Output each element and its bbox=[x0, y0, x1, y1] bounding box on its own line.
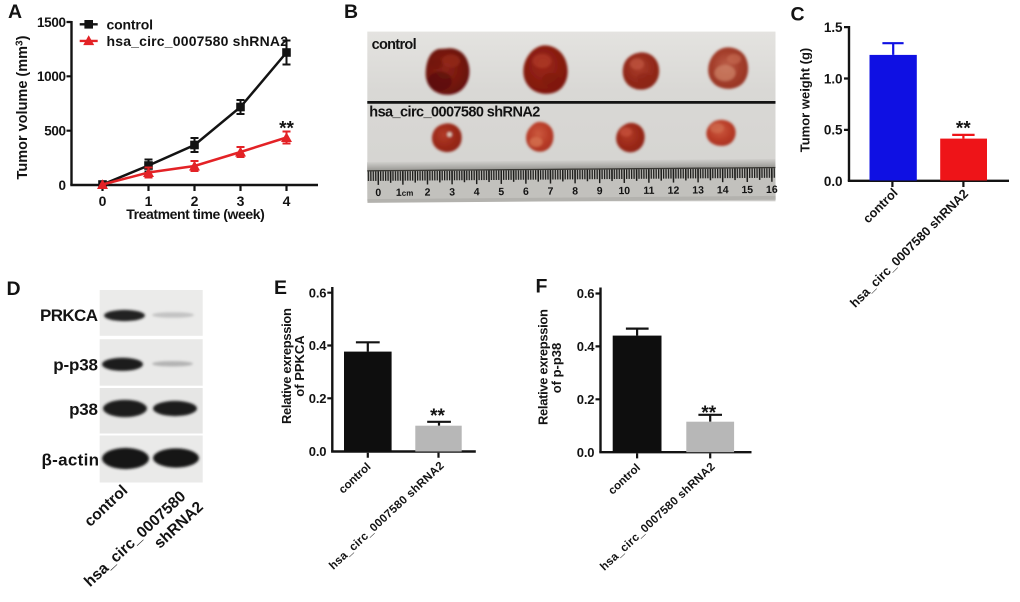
svg-text:15: 15 bbox=[741, 184, 753, 196]
svg-text:1.0: 1.0 bbox=[824, 71, 843, 86]
svg-text:E: E bbox=[274, 277, 287, 299]
svg-text:0: 0 bbox=[99, 193, 107, 209]
svg-text:hsa_circ_0007580 shRNA2: hsa_circ_0007580 shRNA2 bbox=[327, 460, 446, 572]
svg-text:F: F bbox=[536, 276, 548, 298]
svg-text:hsa_circ_0007580 shRNA2: hsa_circ_0007580 shRNA2 bbox=[369, 105, 540, 121]
svg-text:hsa_circ_0007580 shRNA2: hsa_circ_0007580 shRNA2 bbox=[847, 187, 971, 311]
svg-text:6: 6 bbox=[523, 186, 529, 198]
svg-text:1500: 1500 bbox=[37, 15, 66, 30]
svg-text:0.4: 0.4 bbox=[309, 338, 327, 353]
svg-text:**: ** bbox=[430, 406, 445, 427]
svg-text:control: control bbox=[860, 186, 900, 226]
svg-text:Tumor weight (g): Tumor weight (g) bbox=[798, 48, 813, 152]
svg-text:0.6: 0.6 bbox=[577, 286, 595, 301]
svg-text:Treatment time (week): Treatment time (week) bbox=[126, 206, 265, 222]
svg-text:control: control bbox=[81, 482, 131, 530]
svg-text:β-actin: β-actin bbox=[42, 451, 100, 470]
svg-text:Relative exrepssion: Relative exrepssion bbox=[536, 309, 551, 425]
svg-text:0.6: 0.6 bbox=[309, 285, 327, 300]
svg-text:1: 1 bbox=[145, 193, 153, 209]
svg-text:**: ** bbox=[956, 119, 971, 140]
svg-text:3: 3 bbox=[237, 193, 245, 209]
svg-text:3: 3 bbox=[449, 186, 455, 198]
svg-text:PRKCA: PRKCA bbox=[40, 306, 98, 325]
svg-text:13: 13 bbox=[692, 184, 704, 196]
svg-text:0.4: 0.4 bbox=[577, 339, 595, 354]
svg-text:11: 11 bbox=[643, 185, 654, 197]
svg-text:D: D bbox=[7, 278, 21, 300]
svg-text:1cm: 1cm bbox=[396, 187, 413, 199]
svg-text:9: 9 bbox=[597, 185, 603, 197]
svg-text:7: 7 bbox=[548, 186, 554, 198]
svg-text:hsa_circ_0007580 shRNA2: hsa_circ_0007580 shRNA2 bbox=[598, 461, 717, 573]
svg-text:12: 12 bbox=[668, 185, 680, 197]
svg-text:control: control bbox=[606, 462, 643, 497]
svg-text:16: 16 bbox=[766, 184, 778, 196]
svg-text:control: control bbox=[337, 461, 374, 496]
svg-text:1000: 1000 bbox=[37, 69, 66, 84]
svg-text:0.0: 0.0 bbox=[309, 444, 327, 459]
svg-text:8: 8 bbox=[572, 185, 578, 197]
svg-text:14: 14 bbox=[717, 184, 729, 196]
svg-text:hsa_circ_0007580 shRNA2: hsa_circ_0007580 shRNA2 bbox=[107, 33, 289, 49]
svg-text:control: control bbox=[372, 37, 417, 53]
svg-text:control: control bbox=[107, 16, 154, 32]
svg-text:4: 4 bbox=[474, 186, 480, 198]
svg-text:Tumor volume (mm3): Tumor volume (mm3) bbox=[15, 35, 32, 179]
svg-text:of p-p38: of p-p38 bbox=[549, 343, 564, 394]
svg-text:4: 4 bbox=[283, 193, 291, 209]
svg-text:2: 2 bbox=[425, 187, 431, 199]
svg-text:0: 0 bbox=[58, 178, 66, 193]
svg-text:p38: p38 bbox=[69, 400, 98, 419]
svg-text:B: B bbox=[344, 1, 358, 23]
svg-text:0.0: 0.0 bbox=[577, 445, 595, 460]
svg-text:of PPKCA: of PPKCA bbox=[292, 335, 307, 397]
svg-text:p-p38: p-p38 bbox=[53, 356, 98, 375]
svg-text:A: A bbox=[8, 1, 22, 23]
svg-text:C: C bbox=[791, 4, 805, 26]
svg-text:0.2: 0.2 bbox=[309, 391, 327, 406]
svg-text:0.5: 0.5 bbox=[824, 123, 843, 138]
svg-text:**: ** bbox=[279, 119, 294, 140]
svg-text:0.2: 0.2 bbox=[577, 392, 595, 407]
svg-text:0: 0 bbox=[375, 187, 381, 199]
svg-text:**: ** bbox=[701, 403, 716, 424]
svg-text:500: 500 bbox=[44, 124, 66, 139]
svg-text:2: 2 bbox=[191, 193, 199, 209]
svg-text:5: 5 bbox=[498, 186, 504, 198]
svg-text:Relative exrepssion: Relative exrepssion bbox=[279, 308, 294, 424]
svg-text:10: 10 bbox=[618, 185, 630, 197]
svg-text:0.0: 0.0 bbox=[824, 174, 843, 189]
svg-text:1.5: 1.5 bbox=[824, 20, 843, 35]
